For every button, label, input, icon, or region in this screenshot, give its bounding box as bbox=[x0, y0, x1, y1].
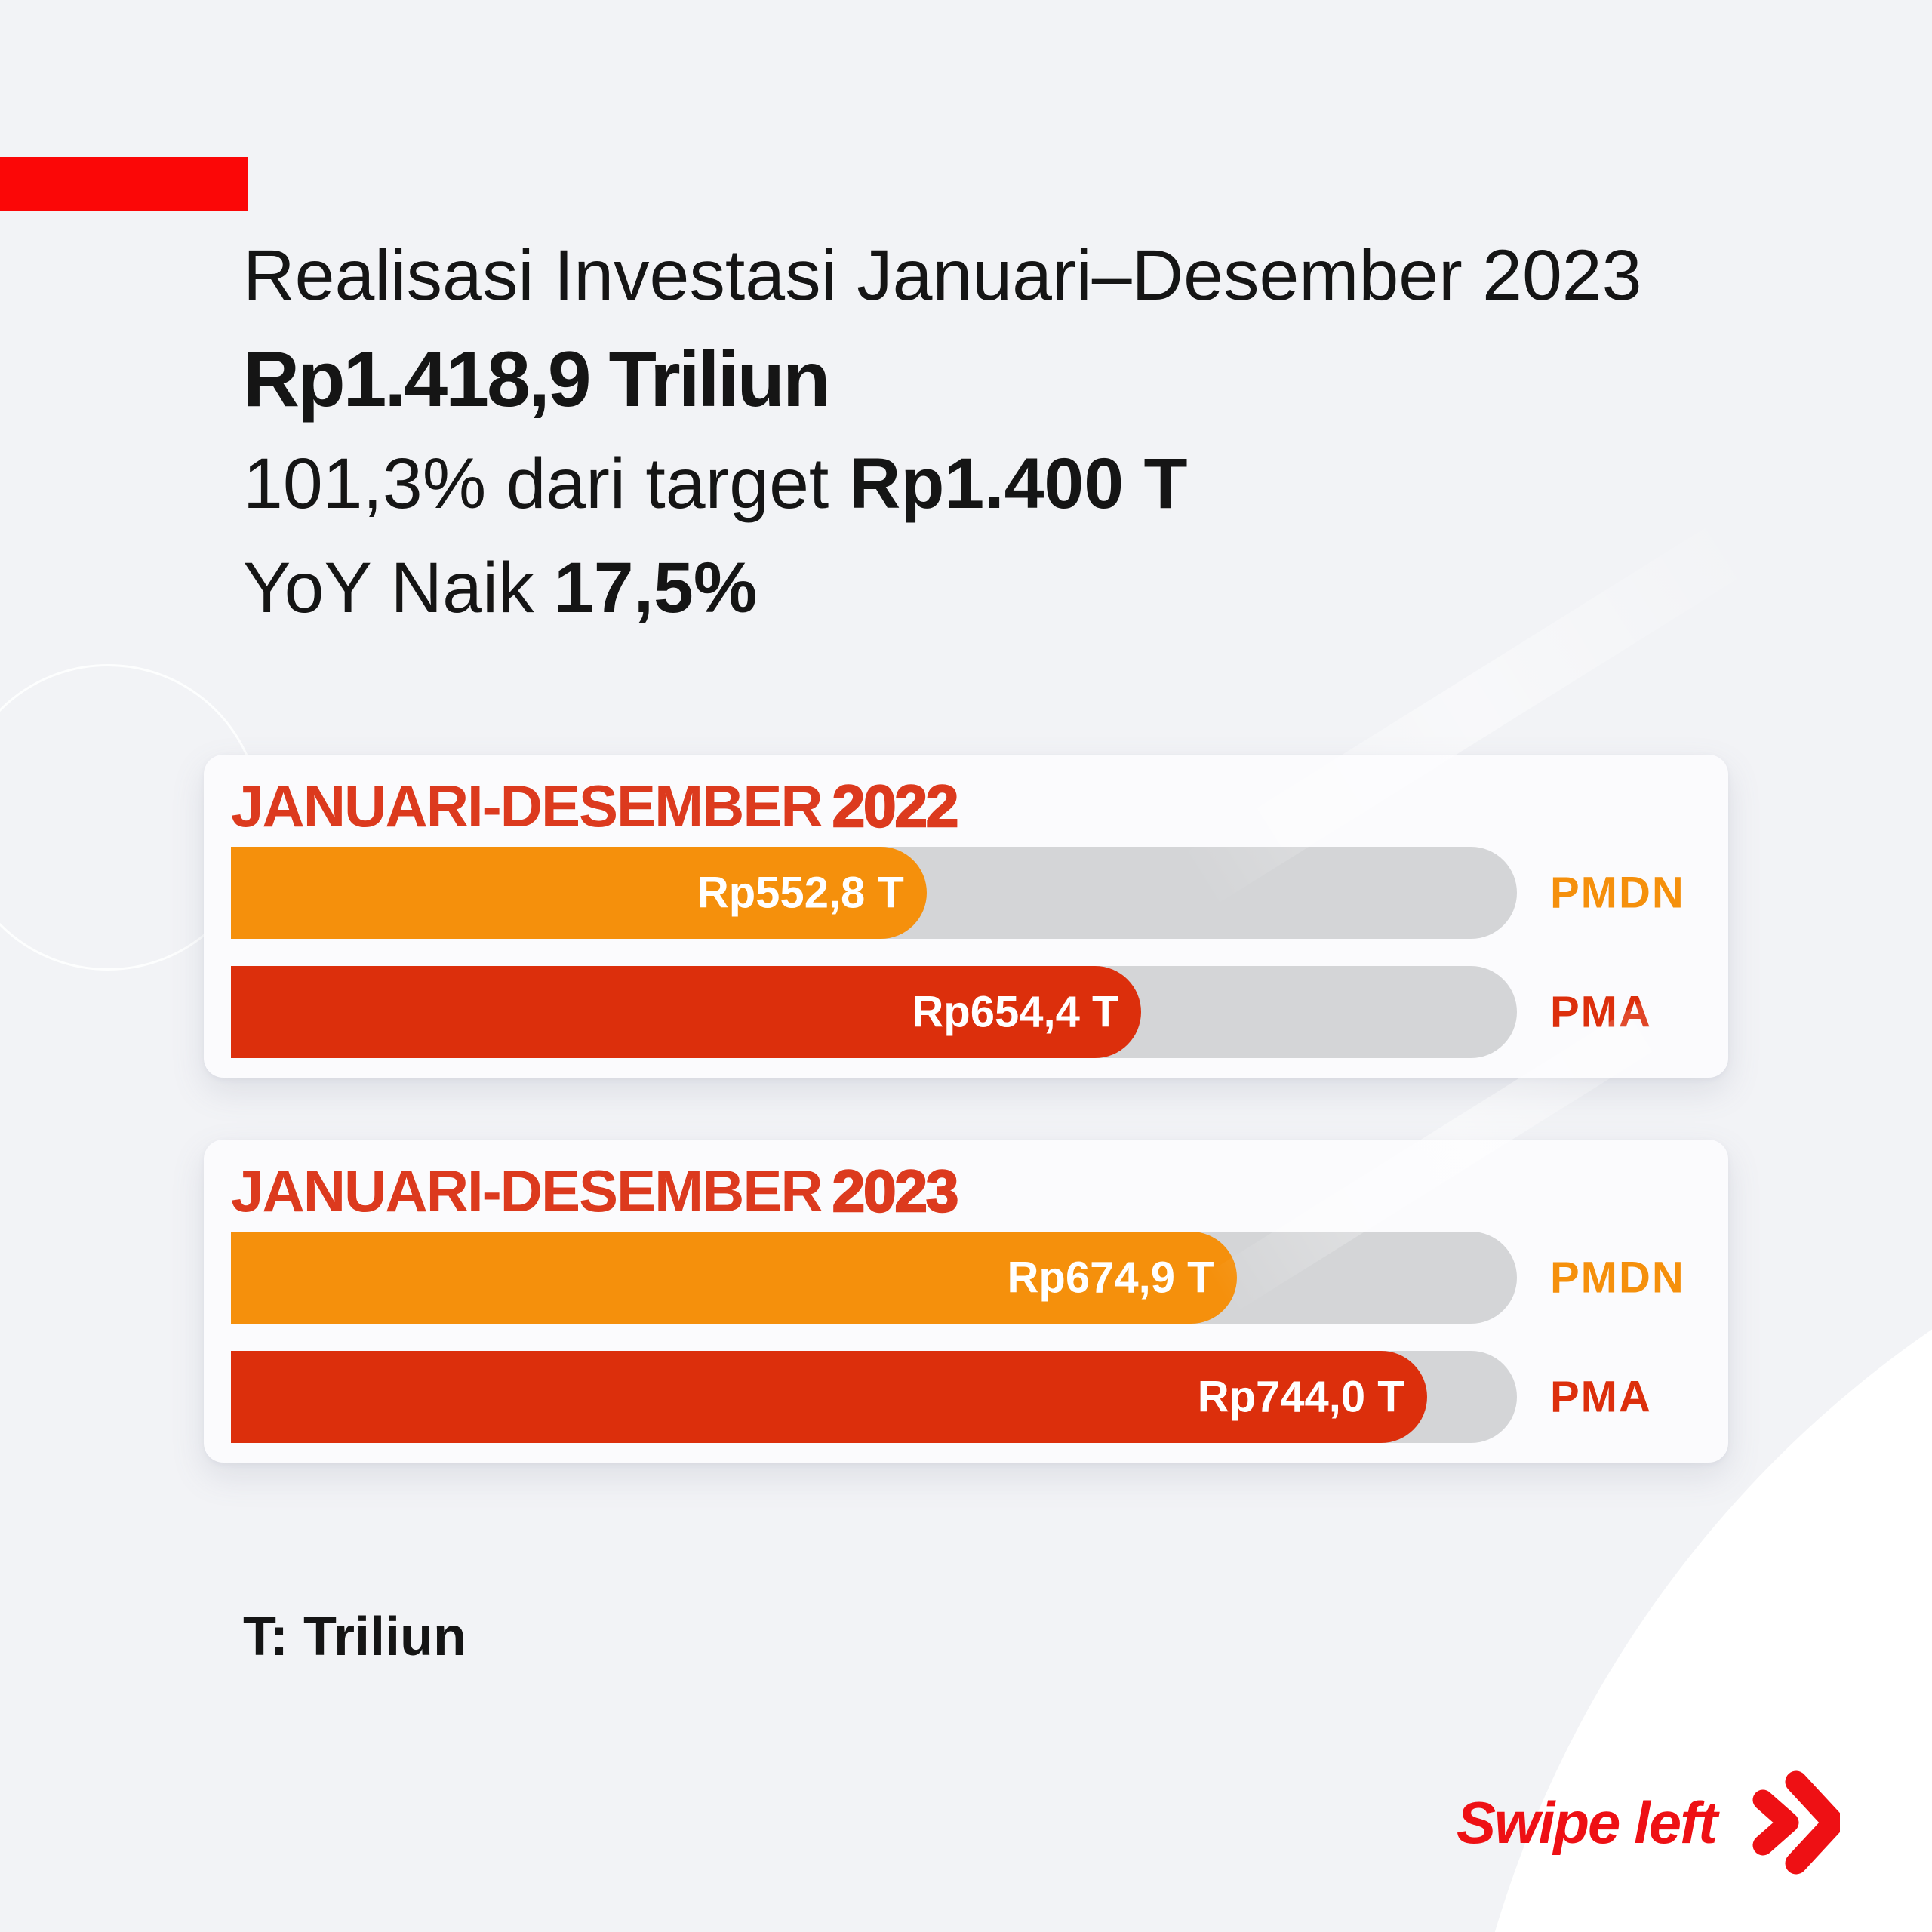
bar-value-label: Rp744,0 T bbox=[1197, 1372, 1404, 1422]
bar-category-label-pmdn: PMDN bbox=[1550, 868, 1685, 918]
header-yoy-value: 17,5% bbox=[553, 548, 758, 628]
bar-track: Rp654,4 T bbox=[231, 966, 1517, 1058]
card-title-period: JANUARI-DESEMBER bbox=[231, 1158, 823, 1224]
swipe-left-cta[interactable]: Swipe left bbox=[1457, 1766, 1841, 1879]
footnote: T: Triliun bbox=[243, 1607, 466, 1667]
header-target-prefix: 101,3% dari target bbox=[243, 444, 849, 524]
header-yoy-prefix: YoY Naik bbox=[243, 548, 554, 628]
header-total-value: Rp1.418,9 Triliun bbox=[243, 336, 831, 423]
card-title-year: 2023 bbox=[831, 1157, 959, 1226]
bar-category-label-pma: PMA bbox=[1550, 987, 1652, 1037]
double-chevron-right-icon bbox=[1751, 1766, 1841, 1879]
chart-card-2023: JANUARI-DESEMBER 2023 Rp674,9 T PMDN Rp744,0… bbox=[204, 1140, 1728, 1463]
header-yoy-line: YoY Naik 17,5% bbox=[243, 536, 1641, 640]
card-title-year: 2022 bbox=[831, 772, 959, 841]
bar-track: Rp674,9 T bbox=[231, 1232, 1517, 1324]
bar-row-pma-2023: Rp744,0 T PMA bbox=[231, 1351, 1728, 1443]
bar-pma-2023: Rp744,0 T bbox=[231, 1351, 1427, 1443]
bar-track: Rp744,0 T bbox=[231, 1351, 1517, 1443]
bar-value-label: Rp552,8 T bbox=[697, 868, 904, 918]
bar-category-label-pma: PMA bbox=[1550, 1372, 1652, 1422]
card-title-period: JANUARI-DESEMBER bbox=[231, 773, 823, 839]
bar-pmdn-2022: Rp552,8 T bbox=[231, 847, 927, 939]
bar-pmdn-2023: Rp674,9 T bbox=[231, 1232, 1237, 1324]
header-title: Realisasi Investasi Januari–Desember 202… bbox=[243, 235, 1642, 315]
bar-value-label: Rp654,4 T bbox=[912, 987, 1119, 1037]
card-title-2022: JANUARI-DESEMBER 2022 bbox=[231, 771, 1728, 841]
bar-track: Rp552,8 T bbox=[231, 847, 1517, 939]
header-block: Realisasi Investasi Januari–Desember 202… bbox=[243, 223, 1641, 640]
bar-category-label-pmdn: PMDN bbox=[1550, 1253, 1685, 1303]
header-target-line: 101,3% dari target Rp1.400 T bbox=[243, 432, 1641, 536]
chart-card-2022: JANUARI-DESEMBER 2022 Rp552,8 T PMDN Rp654,4… bbox=[204, 755, 1728, 1078]
swipe-left-label: Swipe left bbox=[1457, 1789, 1718, 1856]
card-title-2023: JANUARI-DESEMBER 2023 bbox=[231, 1156, 1728, 1226]
header-target-value: Rp1.400 T bbox=[848, 444, 1188, 524]
bar-row-pmdn-2022: Rp552,8 T PMDN bbox=[231, 847, 1728, 939]
bar-row-pma-2022: Rp654,4 T PMA bbox=[231, 966, 1728, 1058]
bar-row-pmdn-2023: Rp674,9 T PMDN bbox=[231, 1232, 1728, 1324]
accent-bar bbox=[0, 157, 248, 211]
bar-pma-2022: Rp654,4 T bbox=[231, 966, 1142, 1058]
bar-value-label: Rp674,9 T bbox=[1007, 1253, 1214, 1303]
